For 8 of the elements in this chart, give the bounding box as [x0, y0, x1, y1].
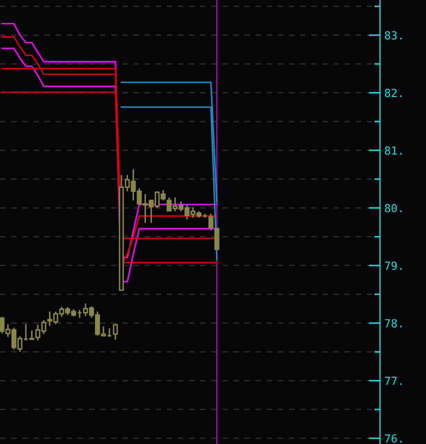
y-tick-label: 83.	[384, 31, 402, 40]
y-tick-label: 76.	[384, 434, 402, 443]
y-tick-label: 77.	[384, 376, 402, 385]
y-tick-label: 78.	[384, 319, 402, 328]
y-tick-label: 82.	[384, 88, 402, 98]
y-tick-label: 79.	[384, 261, 402, 270]
y-tick-label: 81.	[384, 146, 402, 155]
y-tick-label: 80.	[384, 204, 402, 212]
